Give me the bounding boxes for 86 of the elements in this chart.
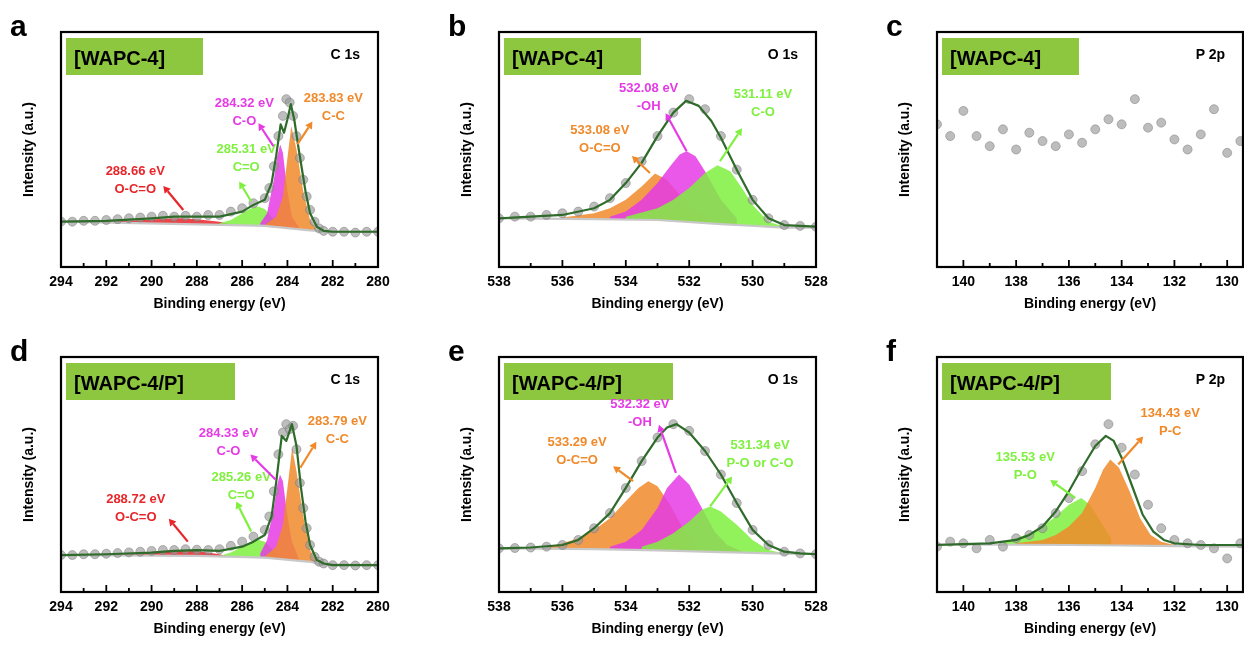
- x-tick-label: 138: [1004, 273, 1029, 289]
- chart-title: [WAPC-4]: [74, 47, 166, 69]
- chart-title: [WAPC-4/P]: [950, 372, 1060, 394]
- x-tick-label: 282: [321, 273, 345, 289]
- x-tick-label: 286: [230, 598, 255, 614]
- annotation: 288.72 eV O-C=O: [106, 490, 166, 524]
- chart-title: [WAPC-4]: [512, 47, 604, 69]
- x-tick-label: 282: [321, 598, 345, 614]
- x-tick-label: 140: [951, 273, 976, 289]
- x-tick-label: 286: [230, 273, 255, 289]
- annotation: 532.08 eV -OH: [619, 80, 679, 114]
- x-tick-label: 292: [94, 598, 119, 614]
- chart-subtitle: C 1s: [330, 371, 361, 387]
- x-tick-label: 130: [1215, 598, 1240, 614]
- y-axis-title: Intensity (a.u.): [20, 102, 36, 197]
- x-tick-label: 280: [366, 273, 390, 289]
- x-tick-label: 134: [1109, 598, 1134, 614]
- text: a: [10, 9, 27, 42]
- x-tick-label: 532: [677, 598, 702, 614]
- x-tick-label: 288: [185, 273, 209, 289]
- annotation: 285.26 eV C=O: [211, 468, 272, 502]
- annotation: 532.32 eV -OH: [610, 395, 670, 429]
- annotation: 284.32 eV C-O: [214, 95, 275, 129]
- x-tick-label: 136: [1057, 598, 1081, 614]
- x-tick-label: 528: [804, 273, 828, 289]
- x-tick-label: 538: [487, 273, 511, 289]
- annotation: 531.11 eV C-O: [733, 86, 793, 120]
- annotation: 134.43 eV P-C: [1140, 405, 1201, 439]
- y-axis-title: Intensity (a.u.): [896, 427, 912, 522]
- y-axis-title: Intensity (a.u.): [896, 102, 912, 197]
- annotation: 285.31 eV C=O: [216, 140, 277, 174]
- x-tick-label: 136: [1057, 273, 1081, 289]
- x-tick-label: 288: [185, 598, 209, 614]
- x-tick-label: 290: [139, 273, 164, 289]
- x-tick-label: 294: [49, 598, 73, 614]
- annotation: 283.79 eV C-C: [307, 412, 368, 446]
- x-axis-title: Binding energy (eV): [1023, 295, 1157, 311]
- x-axis-title: Binding energy (eV): [591, 620, 724, 636]
- x-axis-title: Binding energy (eV): [153, 620, 286, 636]
- chart-subtitle: P 2p: [1195, 371, 1225, 387]
- x-axis-title: Binding energy (eV): [591, 295, 724, 311]
- x-axis-title: Binding energy (eV): [1023, 620, 1157, 636]
- chart-subtitle: P 2p: [1195, 46, 1225, 62]
- text: d: [10, 334, 29, 367]
- chart-subtitle: O 1s: [767, 371, 799, 387]
- x-axis-title: Binding energy (eV): [153, 295, 286, 311]
- chart-subtitle: C 1s: [330, 46, 361, 62]
- annotation: 531.34 eV P-O or C-O: [726, 437, 794, 471]
- annotation: 533.08 eV O-C=O: [570, 122, 630, 155]
- x-tick-label: 280: [366, 598, 390, 614]
- x-tick-label: 130: [1215, 273, 1240, 289]
- annotation: 135.53 eV P-O: [995, 449, 1056, 482]
- x-tick-label: 290: [139, 598, 164, 614]
- text: f: [886, 334, 897, 367]
- x-tick-label: 536: [550, 598, 575, 614]
- chart-subtitle: O 1s: [767, 46, 799, 62]
- y-axis-title: Intensity (a.u.): [458, 427, 474, 522]
- text: b: [448, 9, 467, 42]
- x-tick-label: 134: [1109, 273, 1134, 289]
- x-tick-label: 140: [951, 598, 976, 614]
- x-tick-label: 538: [487, 598, 511, 614]
- annotation: 284.33 eV C-O: [198, 424, 259, 458]
- y-axis-title: Intensity (a.u.): [458, 102, 474, 197]
- x-tick-label: 534: [614, 273, 638, 289]
- x-tick-label: 138: [1004, 598, 1029, 614]
- chart-title: [WAPC-4/P]: [512, 372, 622, 394]
- chart-title: [WAPC-4]: [950, 47, 1042, 69]
- chart-title: [WAPC-4/P]: [74, 372, 184, 394]
- x-tick-label: 534: [614, 598, 638, 614]
- x-tick-label: 132: [1162, 273, 1187, 289]
- y-axis-title: Intensity (a.u.): [20, 427, 36, 522]
- annotation: 533.29 eV O-C=O: [547, 434, 608, 468]
- x-tick-label: 532: [677, 273, 702, 289]
- x-tick-label: 530: [740, 273, 765, 289]
- x-tick-label: 292: [94, 273, 119, 289]
- x-tick-label: 132: [1162, 598, 1187, 614]
- x-tick-label: 284: [275, 273, 300, 289]
- x-tick-label: 536: [550, 273, 575, 289]
- x-tick-label: 284: [275, 598, 300, 614]
- text: c: [886, 9, 903, 42]
- x-tick-label: 294: [49, 273, 73, 289]
- x-tick-label: 530: [740, 598, 765, 614]
- annotation: 288.66 eV O-C=O: [105, 162, 166, 196]
- text: e: [448, 334, 465, 367]
- annotation: 283.83 eV C-C: [303, 90, 364, 124]
- x-tick-label: 528: [804, 598, 828, 614]
